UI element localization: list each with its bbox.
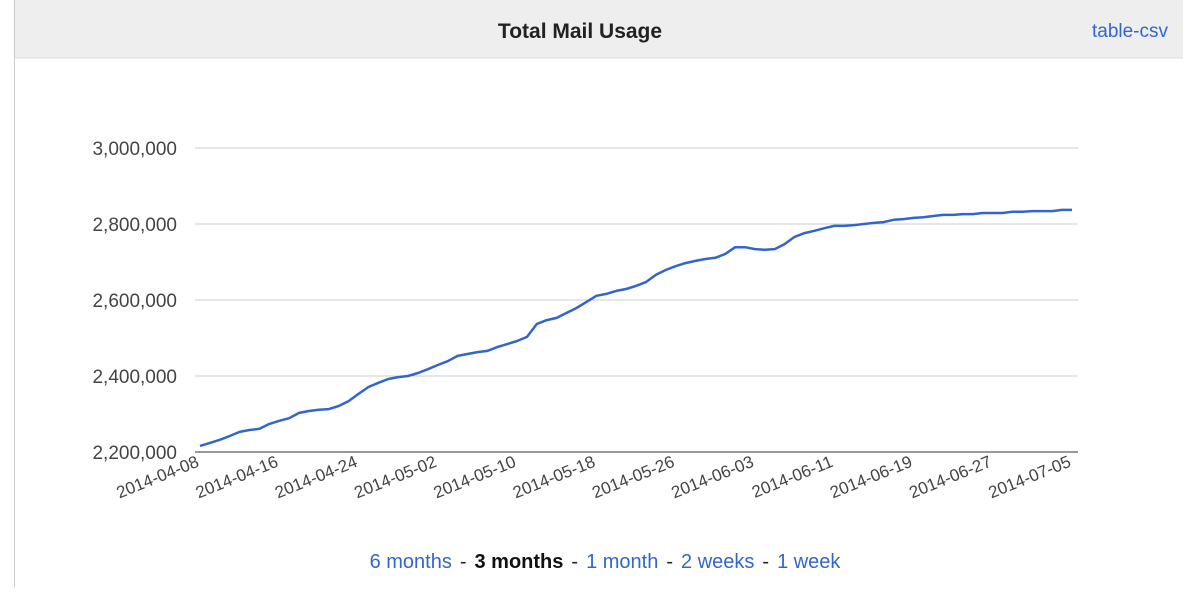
range-separator: - bbox=[460, 551, 467, 573]
y-tick-label: 2,800,000 bbox=[92, 215, 177, 236]
x-tick-label: 2014-05-02 bbox=[352, 452, 440, 502]
range-link: 3 months bbox=[475, 551, 564, 573]
range-separator: - bbox=[571, 551, 578, 573]
x-tick-label: 2014-07-05 bbox=[986, 452, 1074, 502]
x-tick-label: 2014-06-11 bbox=[749, 452, 836, 502]
x-tick-label: 2014-05-10 bbox=[431, 452, 519, 502]
data-line bbox=[199, 208, 1072, 448]
range-link[interactable]: 2 weeks bbox=[681, 551, 754, 573]
range-link[interactable]: 1 week bbox=[777, 551, 841, 573]
x-tick-label: 2014-06-19 bbox=[827, 452, 915, 502]
range-link[interactable]: 1 month bbox=[586, 551, 658, 573]
y-tick-label: 2,400,000 bbox=[92, 367, 177, 388]
y-tick-label: 2,600,000 bbox=[92, 291, 177, 312]
x-tick-label: 2014-04-24 bbox=[272, 452, 360, 502]
range-link[interactable]: 6 months bbox=[370, 551, 452, 573]
range-links: 6 months -3 months -1 month -2 weeks -1 week bbox=[370, 551, 842, 573]
csv-link[interactable]: table-csv bbox=[1092, 21, 1169, 42]
x-tick-label: 2014-05-18 bbox=[510, 452, 598, 502]
y-tick-label: 2,200,000 bbox=[92, 443, 177, 464]
range-separator: - bbox=[666, 551, 673, 573]
y-tick-label: 3,000,000 bbox=[92, 139, 177, 160]
header-bar bbox=[14, 0, 1183, 58]
range-separator: - bbox=[762, 551, 769, 573]
x-tick-label: 2014-06-27 bbox=[906, 452, 994, 502]
x-tick-label: 2014-04-16 bbox=[193, 452, 281, 502]
x-tick-label: 2014-06-03 bbox=[669, 452, 757, 502]
chart-title: Total Mail Usage bbox=[498, 20, 662, 43]
x-tick-label: 2014-05-26 bbox=[589, 452, 677, 502]
